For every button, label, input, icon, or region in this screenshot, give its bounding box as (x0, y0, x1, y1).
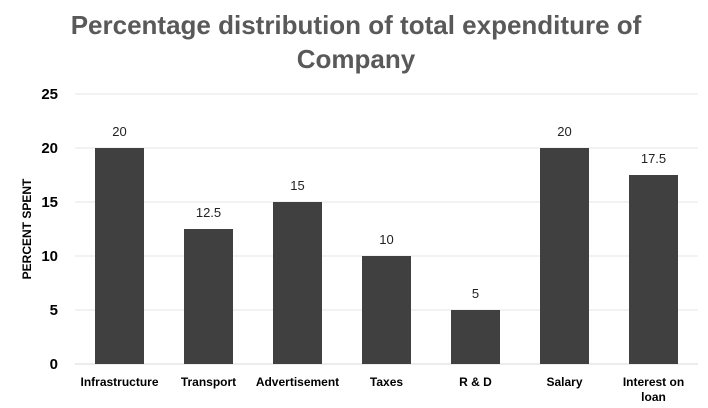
x-tick-label: Transport (181, 375, 236, 389)
data-label: 17.5 (641, 151, 666, 166)
bar (629, 175, 678, 364)
y-tick-label: 15 (41, 194, 58, 211)
bar (451, 310, 500, 364)
data-label: 15 (290, 178, 304, 193)
data-label: 20 (557, 124, 571, 139)
data-label: 10 (379, 232, 393, 247)
y-tick-label: 5 (50, 302, 58, 319)
y-tick-label: 0 (50, 356, 58, 373)
bar (362, 256, 411, 364)
x-tick-label: Taxes (370, 375, 403, 389)
chart-title-line-2: Company (296, 44, 416, 74)
bar (540, 148, 589, 364)
x-tick-label: Advertisement (256, 375, 339, 389)
data-label: 20 (112, 124, 126, 139)
x-tick-label: R & D (459, 375, 492, 389)
y-axis-title: PERCENT SPENT (20, 178, 34, 279)
data-label: 12.5 (196, 205, 221, 220)
bar (273, 202, 322, 364)
y-tick-label: 25 (41, 86, 58, 103)
bar (184, 229, 233, 364)
chart-title-line-1: Percentage distribution of total expendi… (70, 10, 642, 40)
bar (95, 148, 144, 364)
x-tick-label: Infrastructure (80, 375, 158, 389)
x-tick-label: Salary (546, 375, 582, 389)
data-label: 5 (472, 286, 479, 301)
x-tick-label: loan (641, 390, 666, 404)
y-tick-label: 10 (41, 248, 58, 265)
x-tick-label: Interest on (623, 375, 684, 389)
y-tick-label: 20 (41, 140, 58, 157)
chart-title: Percentage distribution of total expendi… (0, 8, 708, 76)
